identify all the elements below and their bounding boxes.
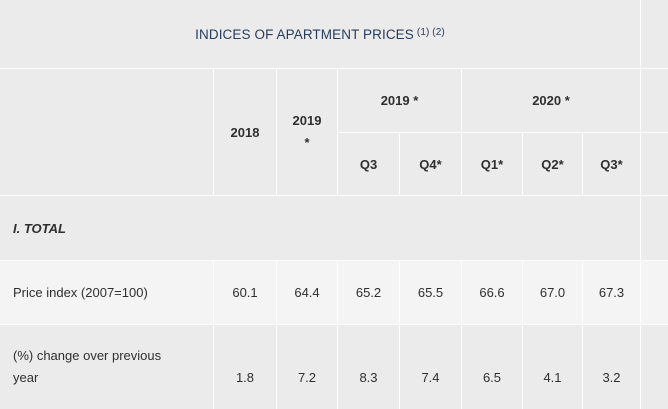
- section-total-label: I. TOTAL: [13, 220, 66, 236]
- value: 67.0: [539, 285, 566, 300]
- table-cell: 60.1: [214, 261, 276, 324]
- title-footnotes: (1) (2): [416, 26, 445, 38]
- table-cell: 66.6: [462, 261, 522, 324]
- table-cell: 7.4: [400, 325, 461, 409]
- value: 60.1: [232, 285, 258, 300]
- value: 7.2: [297, 370, 317, 385]
- row-right-cell: [641, 261, 668, 324]
- header-q-right-cell: [641, 133, 668, 195]
- header-group-2020: 2020 *: [462, 69, 640, 132]
- header-2019-line1: 2019: [292, 113, 322, 128]
- value: 3.2: [602, 370, 621, 385]
- header-q1-2020: Q1*: [462, 133, 522, 195]
- section-total: I. TOTAL: [0, 196, 640, 260]
- table-title: INDICES OF APARTMENT PRICES (1) (2): [0, 0, 640, 68]
- table-cell: 1.8: [214, 325, 276, 409]
- section-right-cell: [641, 196, 668, 260]
- row-change-label-line2: year: [13, 370, 39, 385]
- value: 1.8: [235, 370, 255, 385]
- header-2018-text: 2018: [230, 124, 260, 140]
- header-q4-2019: Q4*: [400, 133, 461, 195]
- value: 67.3: [598, 285, 625, 300]
- table-cell: 3.2: [583, 325, 640, 409]
- header-q3-2020-text: Q3*: [600, 156, 623, 172]
- header-group-2020-text: 2020 *: [532, 93, 570, 108]
- header-group-2019: 2019 *: [338, 69, 461, 132]
- table-cell: 67.3: [583, 261, 640, 324]
- table-cell: 65.2: [338, 261, 399, 324]
- row-change-label-line1: (%) change over previous: [13, 348, 162, 363]
- header-q1-2020-text: Q1*: [480, 156, 504, 172]
- header-q2-2020: Q2*: [523, 133, 582, 195]
- table-cell: 7.2: [277, 325, 337, 409]
- value: 65.5: [417, 285, 444, 300]
- header-2019-annual: 2019 *: [277, 69, 337, 195]
- header-label-cell: [0, 69, 213, 195]
- title-text: INDICES OF APARTMENT PRICES: [195, 26, 414, 42]
- value: 64.4: [294, 285, 320, 300]
- header-q3-2019: Q3: [338, 133, 399, 195]
- value: 6.5: [482, 370, 502, 385]
- header-2019-line2: *: [304, 135, 310, 150]
- title-right-cell: [641, 0, 668, 68]
- header-2018: 2018: [214, 69, 276, 195]
- value: 8.3: [359, 370, 378, 385]
- header-right-cell: [641, 69, 668, 132]
- table-cell: 6.5: [462, 325, 522, 409]
- value: 4.1: [543, 370, 562, 385]
- table-cell: 65.5: [400, 261, 461, 324]
- value: 66.6: [479, 285, 505, 300]
- header-group-2019-text: 2019 *: [380, 93, 419, 108]
- value: 65.2: [355, 285, 382, 300]
- table-row-label: (%) change over previous year: [0, 325, 213, 409]
- header-q3-2020: Q3*: [583, 133, 640, 195]
- table-cell: 64.4: [277, 261, 337, 324]
- table-cell: 4.1: [523, 325, 582, 409]
- table-row-label: Price index (2007=100): [0, 261, 213, 324]
- row-price-index-label: Price index (2007=100): [13, 285, 148, 300]
- header-q3-2019-text: Q3: [359, 156, 378, 172]
- table-cell: 67.0: [523, 261, 582, 324]
- row-right-cell: [641, 325, 668, 409]
- table-cell: 8.3: [338, 325, 399, 409]
- value: 7.4: [421, 370, 440, 385]
- header-q2-2020-text: Q2*: [541, 156, 564, 172]
- header-q4-2019-text: Q4*: [419, 156, 442, 172]
